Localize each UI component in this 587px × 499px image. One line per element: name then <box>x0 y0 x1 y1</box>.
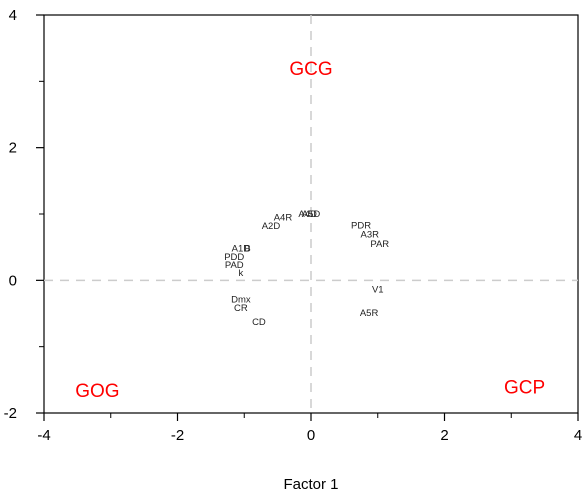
point-label: CR <box>234 303 248 314</box>
y-tick-label: 0 <box>9 272 17 289</box>
y-tick-label: 2 <box>9 140 17 157</box>
x-axis-title: Factor 1 <box>283 476 338 493</box>
y-tick-label: -2 <box>4 405 17 422</box>
point-label: CD <box>252 317 266 328</box>
point-label: B <box>244 243 250 254</box>
point-label: A3R <box>360 230 379 241</box>
reference-lines <box>44 15 578 413</box>
x-tick-label: 2 <box>440 427 448 444</box>
axis-ticks: -4 -2 0 2 4 -2 0 2 4 <box>4 7 583 444</box>
y-tick-label: 4 <box>9 7 17 24</box>
x-tick-label: 0 <box>307 427 315 444</box>
point-label: A1D <box>232 243 251 254</box>
point-label: A5D <box>302 209 321 220</box>
region-label: GCG <box>289 59 332 80</box>
point-label: V1 <box>372 285 384 296</box>
x-tick-label: 4 <box>574 427 582 444</box>
point-label: PDR <box>351 220 371 231</box>
x-tick-label: -4 <box>37 427 50 444</box>
point-label: Dmx <box>231 295 251 306</box>
x-tick-label: -2 <box>171 427 184 444</box>
point-label: A4D <box>298 209 317 220</box>
point-label: A5R <box>360 308 379 319</box>
point-label: PAD <box>225 260 244 271</box>
region-labels: GCG GOG GCP <box>75 59 545 402</box>
point-label: A4R <box>274 212 293 223</box>
region-label: GCP <box>504 377 545 398</box>
point-label: k <box>239 268 244 279</box>
point-label: A2D <box>262 221 281 232</box>
region-label: GOG <box>75 381 119 402</box>
point-label: PAR <box>370 239 389 250</box>
point-label: PDD <box>224 252 244 263</box>
